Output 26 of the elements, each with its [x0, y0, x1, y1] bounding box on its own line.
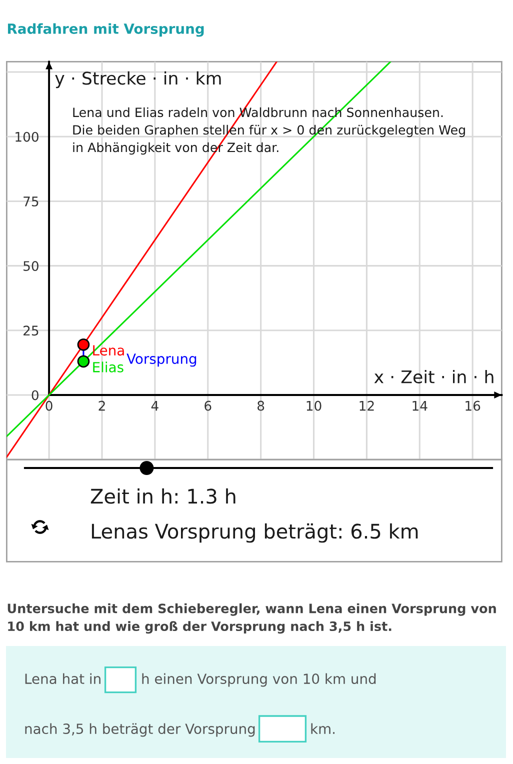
- y-tick-label: 0: [32, 390, 38, 400]
- x-tick-label: 12: [360, 400, 374, 411]
- x-tick-label: 2: [98, 400, 105, 411]
- x-tick-label: 16: [466, 400, 480, 411]
- x-tick-label: 0: [46, 400, 52, 411]
- text: nach 3,5 h beträgt der Vorsprung: [25, 723, 255, 737]
- y-tick-label: 100: [16, 132, 38, 142]
- x-tick-label: 10: [306, 400, 322, 411]
- y-axis-title: y · Strecke · in · km: [55, 71, 221, 88]
- text: Lena hat in: [25, 673, 100, 684]
- text: Untersuche mit dem Schieberegler, wann Lena einen Vorsprung von 10 km hat und wie groß der Vorsprung nach 3,5 h ist.: [8, 603, 496, 634]
- x-tick-label: 8: [258, 400, 264, 411]
- x-tick-label: 4: [151, 400, 158, 411]
- y-tick-label: 25: [24, 326, 38, 336]
- x-axis-title: x · Zeit · in · h: [374, 370, 494, 384]
- x-tick-label: 14: [412, 400, 428, 411]
- text: h einen Vorsprung von 10 km und: [142, 673, 376, 687]
- chart-title: Radfahren mit Vorsprung: [8, 23, 204, 37]
- y-tick-label: 75: [24, 196, 38, 206]
- x-tick-label: 6: [204, 400, 212, 411]
- text: Lenas Vorsprung beträgt: 6.5 km: [92, 523, 418, 543]
- text: km.: [311, 723, 334, 734]
- y-tick-label: 50: [24, 261, 38, 272]
- text: Vorsprung: [126, 354, 196, 367]
- text: Zeit in h: 1.3 h: [90, 488, 236, 504]
- series-label: Elias: [93, 362, 124, 372]
